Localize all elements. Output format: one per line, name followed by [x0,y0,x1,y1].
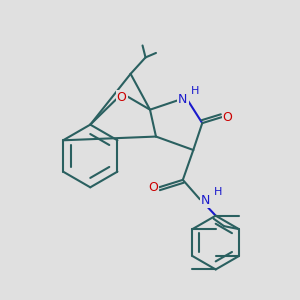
Text: N: N [178,93,188,106]
Text: O: O [117,91,127,104]
Text: N: N [201,194,210,207]
Text: H: H [214,188,222,197]
Text: O: O [223,111,232,124]
Text: H: H [191,86,200,96]
Text: O: O [148,181,158,194]
